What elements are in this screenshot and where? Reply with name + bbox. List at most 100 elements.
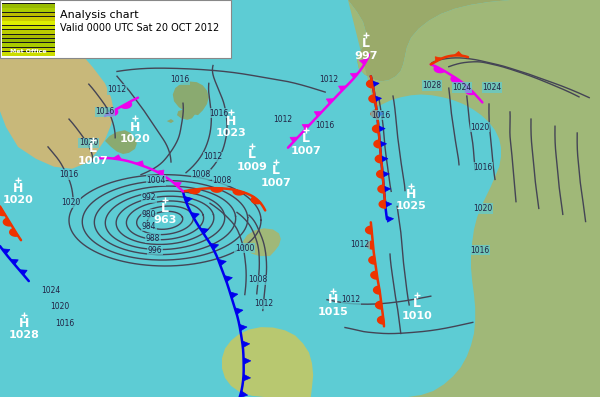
Text: 1016: 1016 (470, 246, 490, 254)
Text: 992: 992 (142, 193, 156, 202)
Text: 1016: 1016 (209, 109, 229, 118)
Text: 1020: 1020 (473, 204, 493, 213)
Polygon shape (224, 276, 232, 282)
Polygon shape (451, 76, 461, 83)
Polygon shape (338, 86, 347, 91)
Polygon shape (435, 57, 442, 62)
Text: H: H (226, 115, 236, 127)
Polygon shape (222, 327, 313, 397)
Polygon shape (239, 391, 248, 397)
Polygon shape (378, 185, 384, 193)
Polygon shape (434, 66, 445, 73)
Text: 1025: 1025 (395, 201, 427, 212)
Polygon shape (0, 0, 114, 169)
Bar (2, 43, 55, 47)
Text: H: H (19, 317, 29, 330)
Polygon shape (173, 182, 181, 187)
Text: 1008: 1008 (191, 170, 211, 179)
Polygon shape (348, 0, 600, 397)
Text: 1000: 1000 (235, 244, 254, 252)
Polygon shape (244, 358, 251, 364)
Polygon shape (177, 109, 195, 120)
Polygon shape (348, 0, 510, 81)
Text: L: L (161, 202, 169, 215)
Text: 1028: 1028 (422, 81, 442, 90)
Text: 997: 997 (354, 50, 378, 61)
Polygon shape (383, 186, 391, 192)
Bar (2, 3, 55, 56)
Text: Valid 0000 UTC Sat 20 OCT 2012: Valid 0000 UTC Sat 20 OCT 2012 (60, 23, 219, 33)
Polygon shape (211, 188, 223, 192)
Text: 1020: 1020 (50, 302, 70, 311)
Text: 988: 988 (146, 234, 160, 243)
Text: 996: 996 (148, 246, 162, 254)
Polygon shape (191, 93, 199, 98)
Polygon shape (210, 243, 218, 250)
Text: 1008: 1008 (248, 276, 268, 284)
Polygon shape (10, 259, 18, 265)
Bar (0, 0, 231, 58)
Text: 1012: 1012 (350, 240, 370, 249)
Text: 984: 984 (142, 222, 156, 231)
Polygon shape (10, 229, 18, 236)
Text: 1024: 1024 (482, 83, 502, 92)
Text: Met Office: Met Office (10, 49, 47, 54)
Text: 1007: 1007 (290, 146, 322, 156)
Polygon shape (251, 197, 261, 204)
Text: 1012: 1012 (274, 115, 293, 123)
Polygon shape (466, 87, 475, 94)
Polygon shape (173, 81, 209, 115)
Polygon shape (377, 111, 384, 117)
Polygon shape (326, 99, 334, 104)
Text: 1016: 1016 (55, 319, 74, 328)
Polygon shape (378, 126, 385, 132)
Text: 1016: 1016 (316, 121, 335, 129)
Polygon shape (218, 259, 226, 266)
Polygon shape (381, 156, 388, 162)
Text: L: L (362, 37, 370, 50)
Bar (2, 8, 55, 12)
Polygon shape (19, 270, 27, 275)
Polygon shape (359, 59, 367, 65)
Polygon shape (373, 125, 379, 133)
Text: 1012: 1012 (341, 295, 361, 304)
Text: 1015: 1015 (317, 306, 349, 317)
Text: 1007: 1007 (77, 156, 109, 166)
Polygon shape (367, 80, 373, 88)
Polygon shape (350, 73, 358, 78)
Text: 980: 980 (142, 210, 156, 219)
Polygon shape (371, 110, 377, 118)
Polygon shape (239, 324, 247, 331)
Polygon shape (243, 374, 251, 381)
Text: 1012: 1012 (107, 85, 127, 94)
Polygon shape (454, 52, 463, 56)
Polygon shape (136, 161, 143, 166)
Bar (2, 52, 55, 56)
Text: 1016: 1016 (59, 170, 79, 179)
Polygon shape (191, 212, 199, 219)
Bar (2, 26, 55, 29)
Polygon shape (188, 189, 200, 194)
Polygon shape (0, 208, 5, 216)
Polygon shape (365, 226, 372, 234)
Text: L: L (89, 143, 97, 155)
Polygon shape (382, 171, 389, 177)
Polygon shape (230, 292, 238, 299)
Text: 1020: 1020 (119, 134, 151, 144)
Polygon shape (113, 155, 122, 160)
Polygon shape (242, 341, 250, 347)
Text: 1020: 1020 (61, 198, 80, 207)
Text: 1016: 1016 (371, 111, 391, 119)
Polygon shape (235, 308, 243, 314)
Bar (2, 13, 55, 16)
Polygon shape (376, 155, 382, 163)
Polygon shape (290, 137, 298, 142)
Polygon shape (156, 170, 164, 175)
Text: 1004: 1004 (146, 176, 166, 185)
Polygon shape (107, 109, 118, 116)
Polygon shape (376, 301, 382, 309)
Text: 1010: 1010 (401, 310, 433, 321)
Polygon shape (386, 216, 394, 222)
Text: H: H (406, 188, 416, 201)
Polygon shape (379, 200, 386, 208)
